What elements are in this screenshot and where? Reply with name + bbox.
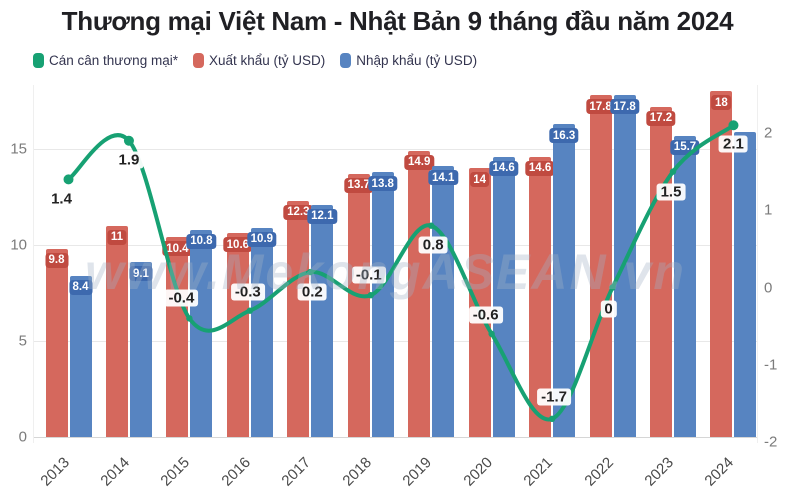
balance-value-label: -0.6 xyxy=(468,306,503,324)
year-label: 2015 xyxy=(157,454,194,490)
legend-swatch-red xyxy=(192,53,204,68)
legend-item-export[interactable]: Xuất khẩu (tỷ USD) xyxy=(192,53,326,68)
legend-label-import: Nhập khẩu (tỷ USD) xyxy=(356,53,478,68)
axis-tick-right: 2 xyxy=(764,124,773,142)
balance-value-label: 0.8 xyxy=(418,236,448,254)
export-bar[interactable] xyxy=(45,248,68,437)
bar-value-label: 9.1 xyxy=(129,266,153,282)
year-label: 2017 xyxy=(278,454,315,490)
balance-value-label: -0.1 xyxy=(351,266,386,284)
legend-item-import[interactable]: Nhập khẩu (tỷ USD) xyxy=(340,53,477,68)
year-label: 2022 xyxy=(580,454,617,490)
legend-item-balance[interactable]: Cán cân thương mại* xyxy=(33,53,178,68)
export-bar[interactable] xyxy=(166,237,189,437)
export-bar[interactable] xyxy=(287,200,310,437)
balance-point[interactable] xyxy=(63,174,74,185)
plot-border xyxy=(33,85,34,443)
year-label: 2021 xyxy=(520,454,557,490)
bar-value-label: 14 xyxy=(469,172,490,188)
balance-value-label: -0.3 xyxy=(230,283,265,301)
bar-value-label: 17.2 xyxy=(646,110,676,126)
bar-value-label: 17.8 xyxy=(609,99,640,115)
balance-value-label: 1.4 xyxy=(47,190,76,208)
export-bar[interactable] xyxy=(468,168,491,437)
bar-value-label: 15.7 xyxy=(670,139,700,155)
gridline-h xyxy=(33,245,757,246)
export-bar[interactable] xyxy=(650,106,672,437)
year-label: 2024 xyxy=(701,454,738,490)
bar-value-label: 17.8 xyxy=(585,99,616,115)
bar-value-label: 9.8 xyxy=(45,252,68,268)
balance-point[interactable] xyxy=(123,135,134,146)
bar-value-label: 12.1 xyxy=(307,208,337,224)
gridline-h xyxy=(33,149,757,150)
bar-value-label: 18 xyxy=(711,95,732,111)
import-bar[interactable] xyxy=(250,227,273,437)
legend: Cán cân thương mại* Xuất khẩu (tỷ USD) N… xyxy=(33,53,477,68)
axis-tick-left: 15 xyxy=(10,140,27,158)
bar-value-label: 10.8 xyxy=(186,233,217,249)
import-bar[interactable] xyxy=(432,166,455,437)
year-label: 2019 xyxy=(399,454,436,490)
axis-tick-right: 0 xyxy=(764,279,773,296)
import-bar[interactable] xyxy=(492,156,515,437)
x-axis-baseline xyxy=(33,437,757,438)
import-bar[interactable] xyxy=(69,275,92,437)
axis-tick-left: 5 xyxy=(18,332,27,350)
legend-swatch-blue xyxy=(340,53,352,68)
bar-value-label: 8.4 xyxy=(69,279,92,295)
legend-label-export: Xuất khẩu (tỷ USD) xyxy=(208,53,326,68)
import-bar[interactable] xyxy=(129,262,152,437)
import-bar[interactable] xyxy=(613,95,636,437)
export-bar[interactable] xyxy=(105,225,128,437)
bar-value-label: 10.9 xyxy=(247,231,277,247)
year-label: 2013 xyxy=(36,454,73,490)
axis-tick-right: -2 xyxy=(764,433,778,451)
balance-value-label: 2.1 xyxy=(719,135,748,153)
bar-value-label: 11 xyxy=(107,229,127,245)
year-label: 2016 xyxy=(218,454,254,490)
export-bar[interactable] xyxy=(226,233,249,437)
year-label: 2020 xyxy=(460,454,496,490)
balance-value-label: 1.9 xyxy=(114,151,144,169)
legend-label-balance: Cán cân thương mại* xyxy=(49,53,178,68)
axis-tick-right: -1 xyxy=(764,356,778,374)
legend-swatch-green xyxy=(33,53,44,68)
import-bar[interactable] xyxy=(674,135,696,437)
bar-value-label: 14.9 xyxy=(404,154,434,170)
export-bar[interactable] xyxy=(408,150,431,437)
plot-border xyxy=(757,85,758,443)
bar-value-label: 13.8 xyxy=(368,176,398,192)
axis-tick-right: 1 xyxy=(764,201,773,219)
balance-value-label: -0.4 xyxy=(164,289,199,307)
chart-title: Thương mại Việt Nam - Nhật Bản 9 tháng đ… xyxy=(61,6,734,36)
balance-value-label: 0 xyxy=(600,300,617,317)
axis-tick-left: 0 xyxy=(18,428,27,446)
bar-value-label: 14.6 xyxy=(488,160,519,176)
axis-tick-left: 10 xyxy=(10,236,27,254)
bar-value-label: 16.3 xyxy=(549,128,579,144)
bar-value-label: 14.6 xyxy=(525,160,555,176)
bar-value-label: 14.1 xyxy=(428,170,458,186)
export-bar[interactable] xyxy=(347,173,370,437)
year-label: 2014 xyxy=(97,454,133,490)
balance-value-label: 1.5 xyxy=(656,183,686,201)
balance-value-label: -1.7 xyxy=(537,388,572,406)
import-bar[interactable] xyxy=(311,204,334,437)
balance-value-label: 0.2 xyxy=(297,283,327,301)
year-label: 2018 xyxy=(339,454,375,490)
export-bar[interactable] xyxy=(589,95,612,437)
import-bar[interactable] xyxy=(190,229,213,437)
year-label: 2023 xyxy=(641,454,678,490)
import-bar[interactable] xyxy=(734,131,757,437)
import-bar[interactable] xyxy=(371,172,394,437)
